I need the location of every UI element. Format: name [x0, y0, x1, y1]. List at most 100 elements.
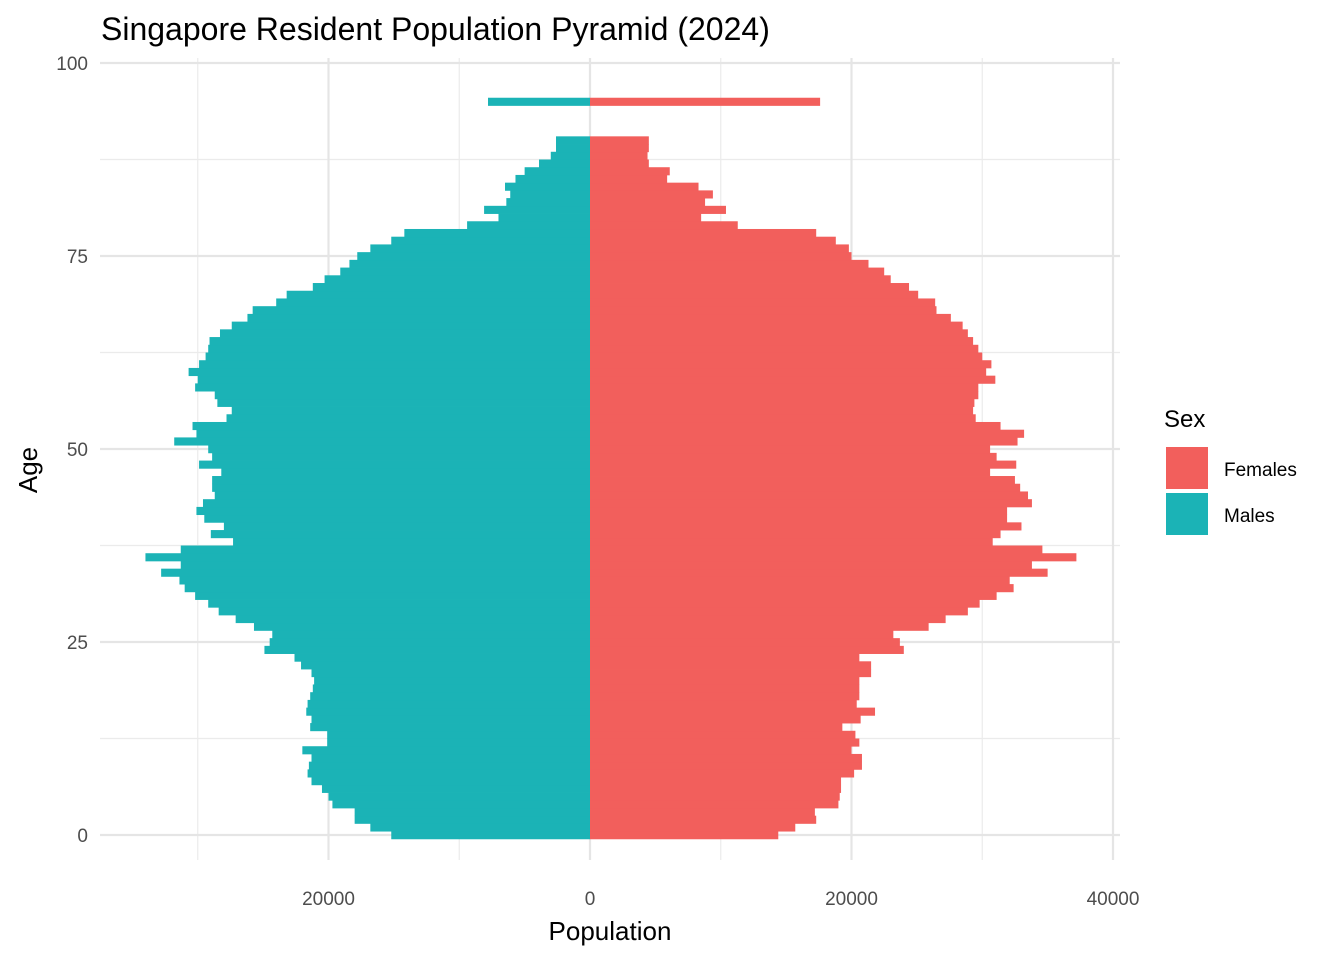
- male-bar: [301, 661, 590, 670]
- female-bar: [590, 522, 1022, 531]
- male-bar: [161, 568, 590, 577]
- male-bar: [550, 151, 590, 160]
- female-bar-top: [590, 97, 821, 106]
- female-bar: [590, 506, 1008, 516]
- male-bar: [188, 367, 590, 377]
- male-bar: [349, 259, 590, 268]
- female-bar: [590, 499, 1032, 508]
- male-bar: [312, 283, 590, 292]
- male-bar: [210, 530, 590, 539]
- female-bar: [590, 414, 976, 423]
- male-bar: [226, 414, 590, 423]
- female-bar: [590, 221, 738, 230]
- female-bar: [590, 290, 919, 299]
- male-bar: [174, 437, 590, 446]
- male-bar: [235, 614, 591, 624]
- female-bar: [590, 769, 855, 778]
- female-bar: [590, 244, 849, 253]
- female-bar: [590, 360, 992, 369]
- male-bar: [202, 499, 591, 508]
- legend: Sex Females Males: [1164, 406, 1297, 535]
- female-bar: [590, 692, 860, 701]
- female-bar: [590, 228, 817, 238]
- male-bar: [252, 306, 591, 315]
- male-bar: [404, 228, 590, 238]
- female-bar: [590, 383, 979, 392]
- female-bar: [590, 630, 894, 639]
- male-bar: [302, 746, 590, 755]
- y-axis-title: Age: [13, 447, 43, 493]
- female-bar: [590, 584, 1014, 593]
- male-bar: [208, 344, 590, 353]
- male-bar: [391, 831, 590, 840]
- male-bar: [196, 429, 590, 438]
- female-bar: [590, 684, 860, 693]
- male-bar: [264, 645, 590, 654]
- female-bar: [590, 190, 713, 199]
- female-bar: [590, 661, 872, 670]
- male-bar: [212, 483, 590, 492]
- female-bar: [590, 614, 946, 624]
- female-bar: [590, 831, 779, 840]
- male-bar: [310, 692, 590, 701]
- male-bar: [205, 352, 590, 361]
- male-bar: [294, 653, 590, 662]
- male-bar: [467, 221, 590, 230]
- female-bar: [590, 800, 839, 809]
- male-bar: [199, 360, 590, 369]
- male-bar: [312, 684, 590, 693]
- female-bar: [590, 591, 997, 600]
- y-tick-label: 0: [77, 826, 88, 847]
- female-bar: [590, 622, 929, 631]
- female-bar: [590, 599, 980, 608]
- female-bar: [590, 576, 1010, 585]
- male-bar: [212, 452, 590, 461]
- female-bar: [590, 306, 937, 315]
- male-bar: [307, 769, 590, 778]
- female-bar: [590, 468, 991, 477]
- female-bar: [590, 329, 968, 338]
- female-bar: [590, 823, 796, 832]
- female-bar: [590, 313, 951, 323]
- male-bar: [505, 182, 590, 191]
- y-tick-label: 50: [67, 440, 88, 461]
- female-bar: [590, 344, 979, 353]
- female-bar: [590, 746, 852, 755]
- female-bar: [590, 568, 1048, 577]
- female-bar: [590, 398, 975, 407]
- female-bar: [590, 730, 856, 739]
- legend-swatch-females: [1166, 447, 1208, 489]
- female-bar: [590, 530, 1001, 539]
- female-bar: [590, 545, 1043, 554]
- female-bar: [590, 777, 842, 786]
- male-bar: [311, 715, 590, 724]
- male-bar: [196, 506, 590, 516]
- female-bar: [590, 707, 876, 716]
- female-bar: [590, 283, 910, 292]
- x-tick-label: 40000: [1087, 889, 1140, 910]
- female-bar: [590, 182, 699, 191]
- female-bar: [590, 337, 974, 346]
- legend-label-males: Males: [1224, 506, 1275, 527]
- male-bar: [556, 136, 590, 145]
- female-bar: [590, 174, 668, 184]
- male-bar: [539, 159, 590, 168]
- female-bar: [590, 607, 968, 616]
- female-bar: [590, 645, 904, 654]
- female-bar: [590, 638, 900, 647]
- female-bar: [590, 553, 1077, 562]
- male-bar: [253, 622, 590, 631]
- x-tick-label: 20000: [825, 889, 878, 910]
- male-bar: [179, 576, 590, 585]
- male-bar: [327, 738, 590, 747]
- male-bar: [311, 669, 590, 678]
- female-bar: [590, 815, 817, 824]
- male-bar: [231, 321, 590, 330]
- male-bar: [370, 823, 590, 832]
- female-bar: [590, 259, 869, 268]
- male-bar: [515, 174, 590, 184]
- male-bar: [145, 553, 590, 562]
- legend-swatch-males: [1166, 493, 1208, 535]
- male-bar: [314, 676, 590, 685]
- male-bar: [510, 190, 590, 199]
